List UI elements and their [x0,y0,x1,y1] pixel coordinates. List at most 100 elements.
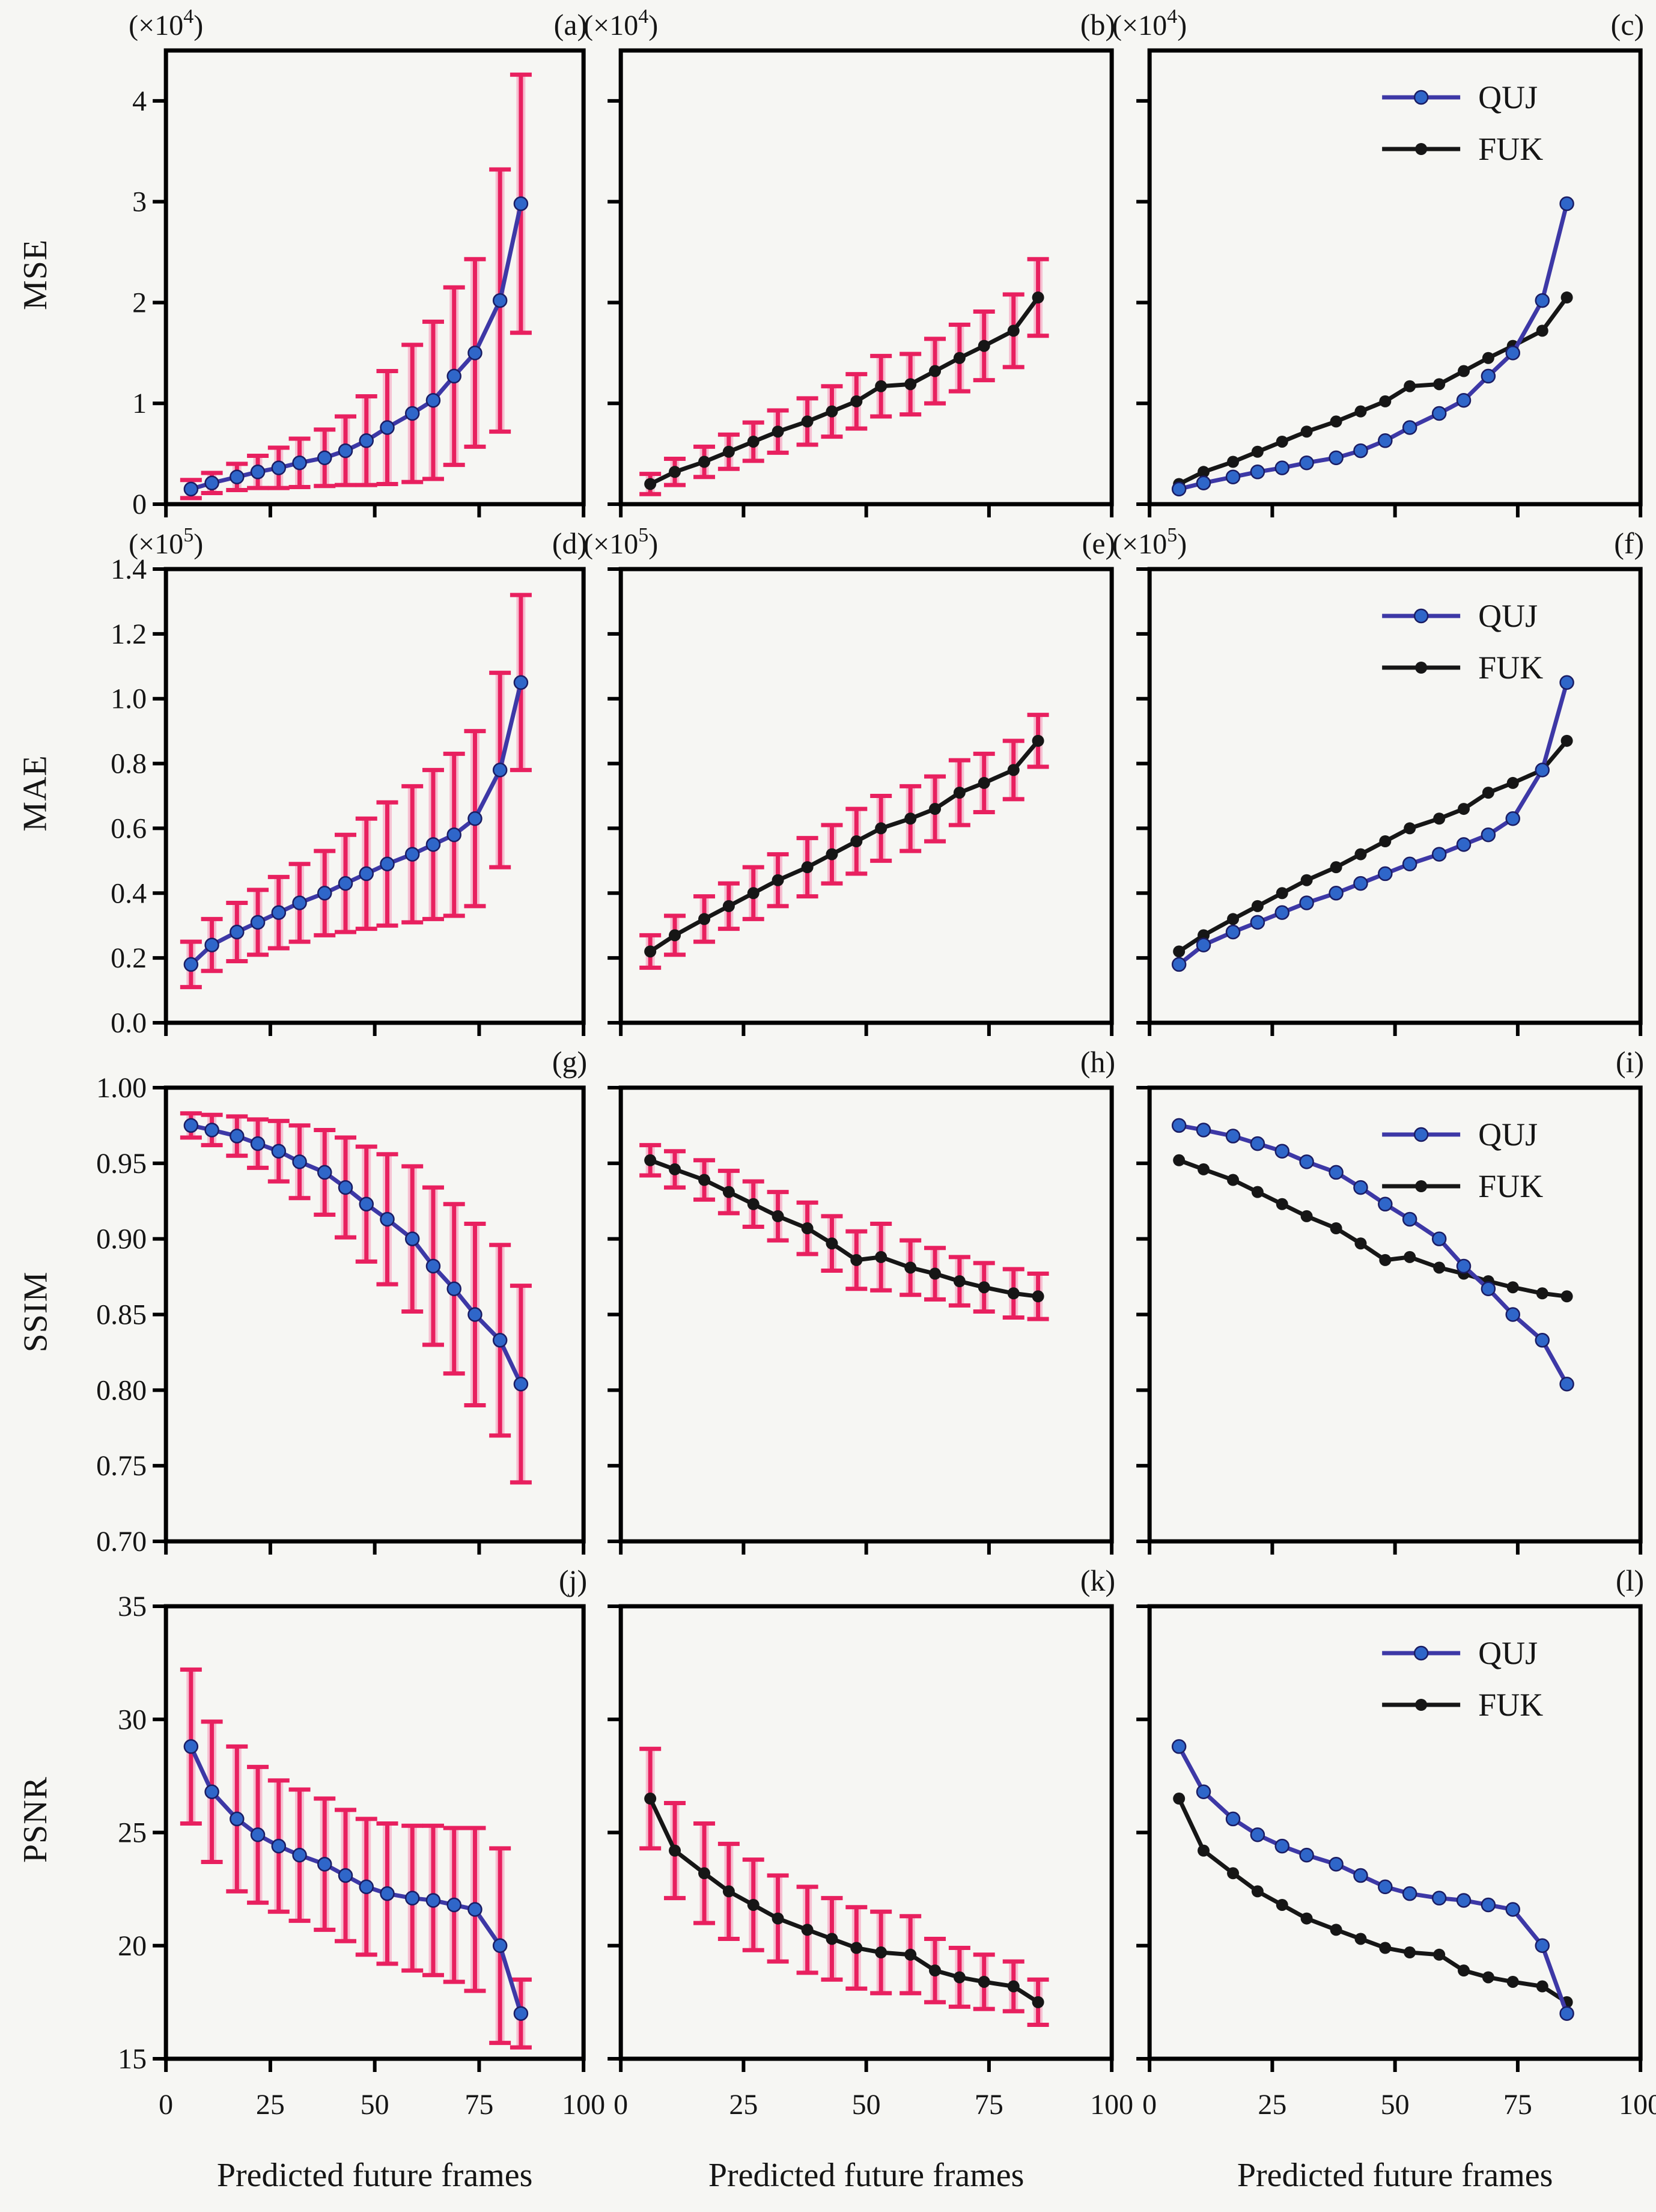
subplot-a: 0 1 2 3 4 (×104) (a) [71,0,599,520]
panel-label-e: (e) [1082,526,1116,560]
markers-fuk-h [644,1154,1044,1303]
axis-tick-labels-l: 0 25 50 75 100 [1142,2089,1656,2121]
line-quj-j [189,1745,523,2014]
svg-text:35: 35 [118,1591,147,1622]
svg-text:0.6: 0.6 [111,812,147,844]
markers-quj-d [183,675,529,972]
subplot-j: 0 25 50 75 100 15 20 25 30 35 Predicted future fra… [71,1556,605,2212]
axis-ticks-h [607,1086,1114,1555]
y-axis-title-mse: MSE [0,0,71,519]
subplot-h: (h) [599,1037,1127,1556]
line-fuk-f [1177,739,1568,954]
svg-text:25: 25 [118,1817,147,1849]
svg-text:0: 0 [1142,2089,1157,2121]
markers-quj-g [183,1118,529,1392]
error-bars-g [180,1111,532,1485]
axis-ticks-i [1136,1086,1642,1555]
axis-tick-labels-k: 0 25 50 75 100 [613,2089,1133,2121]
legend-c: QUJ FUK [1381,79,1543,167]
svg-text:1.0: 1.0 [111,683,147,715]
panel-label-f: (f) [1614,526,1644,560]
series-group-k [639,1746,1049,2028]
subplot-e: (×105) (e) [583,519,1127,1037]
panel-label-k: (k) [1080,1564,1115,1597]
svg-text:0.90: 0.90 [96,1223,147,1255]
panel-label-h: (h) [1080,1045,1115,1079]
svg-text:30: 30 [118,1704,147,1735]
axis-ticks-g [153,1086,586,1555]
svg-text:0.75: 0.75 [96,1450,147,1482]
line-fuk-k [648,1797,1040,2004]
series-group-l [1171,1739,1574,2021]
chart-d: 0.0 0.2 0.4 0.6 0.8 1.0 1.2 1.4(×105) (d) [111,524,587,1039]
legend-label-fuk: FUK [1478,131,1543,167]
markers-fuk-i [1172,1154,1573,1303]
axis-ticks-j [153,1604,586,2072]
y-axis-title-psnr-text: PSNR [17,1776,54,1863]
svg-text:20: 20 [118,1930,147,1962]
chart-h: (h) [607,1045,1115,1555]
legend-l: QUJ FUK [1381,1635,1543,1723]
markers-quj-j [183,1739,529,2021]
legend-label-quj: QUJ [1478,1635,1538,1671]
line-quj-l [1177,1745,1569,2014]
series-group-b [639,257,1049,496]
line-fuk-e [649,739,1040,954]
svg-text:3: 3 [132,186,147,218]
series-group-j [180,1667,532,2050]
axis-ticks-l [1136,1604,1642,2072]
series-group-f [1171,675,1574,972]
axis-tick-labels-g: 0.70 0.75 0.80 0.85 0.90 0.95 1.00 [96,1072,147,1558]
axis-ticks-a [153,99,586,517]
svg-text:1: 1 [132,388,147,419]
unit-multiplier-c: (×104) [1112,5,1187,41]
x-axis-title-l: Predicted future frames [1237,2157,1553,2194]
series-group-a [180,72,532,501]
subplot-f: (×105) (f) QUJ FUK [1112,519,1656,1037]
line-fuk-c [1178,296,1569,486]
markers-quj-c [1171,196,1574,497]
legend-f: QUJ FUK [1381,598,1543,686]
panel-label-g: (g) [552,1045,587,1079]
svg-text:0.95: 0.95 [96,1148,147,1180]
markers-fuk-c [1172,291,1573,490]
legend-label-fuk: FUK [1478,1168,1543,1204]
line-fuk-h [650,1158,1039,1299]
subplot-d: 0.0 0.2 0.4 0.6 0.8 1.0 1.2 1.4 (×105) (d) [71,519,599,1039]
svg-text:0.70: 0.70 [96,1526,147,1558]
svg-text:100: 100 [1090,2089,1133,2121]
chart-f: (×105) (f) QUJ FUK [1112,524,1644,1036]
svg-text:0.2: 0.2 [111,942,147,974]
svg-text:0: 0 [613,2089,628,2121]
subplot-i: (i) QUJ FUK [1128,1037,1656,1556]
chart-k: 0 25 50 75 100 Predicted future frames (k) [607,1564,1133,2194]
panel-label-j: (j) [559,1564,587,1597]
line-quj-g [190,1123,523,1385]
markers-fuk-k [644,1793,1044,2008]
svg-text:75: 75 [975,2089,1003,2121]
legend-label-fuk: FUK [1478,1687,1543,1723]
line-fuk-b [649,296,1040,486]
markers-quj-l [1171,1739,1574,2021]
panel-label-i: (i) [1616,1045,1644,1079]
series-group-c [1171,196,1574,497]
axis-ticks-f [1136,567,1642,1036]
y-axis-title-mse-text: MSE [17,239,54,310]
axis-tick-labels-d: 0.0 0.2 0.4 0.6 0.8 1.0 1.2 1.4 [111,553,147,1039]
line-quj-c [1178,203,1569,492]
x-axis-title-k: Predicted future frames [708,2157,1024,2194]
legend-label-fuk: FUK [1478,650,1543,686]
series-group-g [180,1111,532,1485]
line-fuk-i [1178,1158,1567,1299]
legend-label-quj: QUJ [1478,1117,1538,1153]
markers-fuk-b [644,291,1044,490]
svg-text:1.00: 1.00 [96,1072,147,1104]
svg-text:25: 25 [1258,2089,1286,2121]
axis-ticks-d [153,567,586,1036]
plot-frame-l [1147,1604,1643,2061]
svg-text:0: 0 [132,489,147,520]
unit-multiplier-a: (×104) [129,5,203,41]
panel-label-a: (a) [554,8,588,41]
svg-text:50: 50 [1380,2089,1409,2121]
